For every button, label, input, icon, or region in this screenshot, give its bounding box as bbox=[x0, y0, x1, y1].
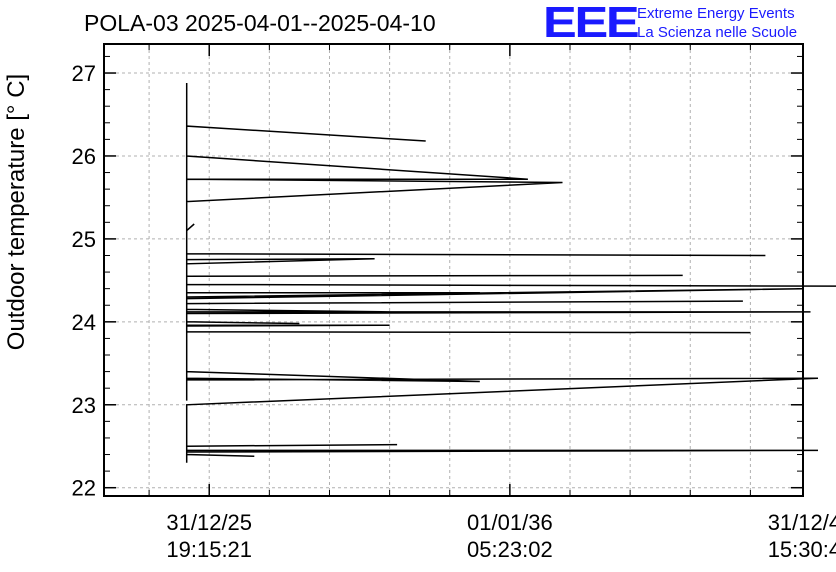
x-tick-label-time: 15:30:43 bbox=[768, 537, 836, 562]
chart-title: POLA-03 2025-04-01--2025-04-10 bbox=[84, 10, 436, 36]
org-line-1: Extreme Energy Events bbox=[637, 5, 795, 22]
y-tick-label: 26 bbox=[72, 144, 96, 169]
plot-frame bbox=[103, 43, 804, 497]
x-tick-label-date: 01/01/36 bbox=[467, 510, 553, 535]
y-tick-label: 23 bbox=[72, 393, 96, 418]
grid-lines bbox=[104, 44, 803, 496]
data-series bbox=[185, 83, 836, 463]
y-tick-label: 25 bbox=[72, 227, 96, 252]
eee-logo: EEE bbox=[543, 0, 640, 47]
y-tick-label: 22 bbox=[72, 476, 96, 501]
axes bbox=[103, 43, 804, 497]
y-axis-label: Outdoor temperature [° C] bbox=[3, 73, 30, 351]
x-tick-label-date: 31/12/25 bbox=[166, 510, 252, 535]
organization-name: Extreme Energy Events La Scienza nelle S… bbox=[637, 4, 797, 42]
org-line-2: La Scienza nelle Scuole bbox=[637, 24, 798, 41]
x-tick-label-date: 31/12/45 bbox=[768, 510, 836, 535]
data-line-outdoor-temperature bbox=[185, 83, 836, 463]
y-tick-label: 24 bbox=[72, 310, 96, 335]
x-tick-label-time: 05:23:02 bbox=[467, 537, 553, 562]
x-tick-label-time: 19:15:21 bbox=[166, 537, 252, 562]
y-tick-label: 27 bbox=[72, 61, 96, 86]
